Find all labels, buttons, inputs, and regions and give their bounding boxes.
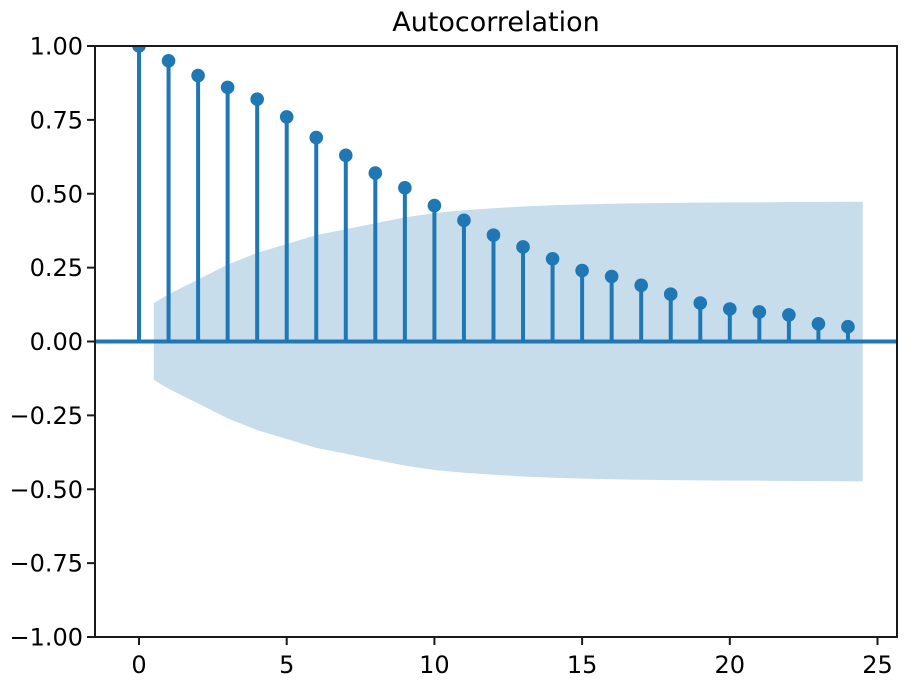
y-tick-label: −0.50 bbox=[9, 476, 83, 504]
chart-title: Autocorrelation bbox=[392, 7, 600, 38]
acf-marker bbox=[575, 263, 589, 278]
acf-marker bbox=[752, 305, 767, 319]
acf-marker bbox=[663, 287, 678, 302]
acf-marker bbox=[250, 92, 264, 106]
acf-marker bbox=[309, 130, 324, 145]
y-tick-label: 0.50 bbox=[30, 180, 83, 208]
acf-marker bbox=[841, 319, 855, 334]
acf-marker bbox=[427, 198, 442, 213]
acf-marker bbox=[161, 53, 176, 68]
acf-marker bbox=[634, 278, 648, 293]
acf-marker bbox=[516, 240, 530, 254]
y-tick-label: −1.00 bbox=[9, 624, 83, 652]
acf-marker bbox=[398, 181, 412, 195]
acf-marker bbox=[132, 46, 146, 53]
acf-marker bbox=[486, 228, 501, 242]
plot-area bbox=[95, 46, 897, 482]
y-tick-label: 0.00 bbox=[30, 328, 83, 356]
acf-marker bbox=[811, 316, 826, 331]
x-tick-label: 5 bbox=[279, 651, 294, 679]
acf-marker bbox=[782, 308, 796, 322]
acf-marker bbox=[545, 251, 560, 266]
y-tick-label: 1.00 bbox=[30, 33, 83, 61]
x-tick-label: 15 bbox=[567, 651, 598, 679]
y-tick-label: −0.75 bbox=[9, 550, 83, 578]
x-tick-label: 20 bbox=[715, 651, 746, 679]
plot-spines bbox=[94, 45, 898, 638]
acf-marker bbox=[604, 269, 619, 284]
acf-marker bbox=[220, 80, 235, 95]
acf-marker bbox=[457, 213, 471, 228]
y-tick-label: 0.75 bbox=[30, 106, 83, 134]
acf-marker bbox=[693, 296, 708, 310]
acf-marker bbox=[338, 148, 353, 163]
acf-marker bbox=[191, 68, 205, 83]
acf-marker bbox=[368, 166, 383, 180]
y-tick-label: 0.25 bbox=[30, 254, 83, 282]
acf-marker bbox=[279, 110, 294, 124]
y-tick-label: −0.25 bbox=[9, 402, 83, 430]
x-tick-label: 10 bbox=[419, 651, 450, 679]
x-tick-label: 25 bbox=[862, 651, 893, 679]
x-tick-label: 0 bbox=[131, 651, 146, 679]
acf-marker bbox=[723, 302, 737, 316]
